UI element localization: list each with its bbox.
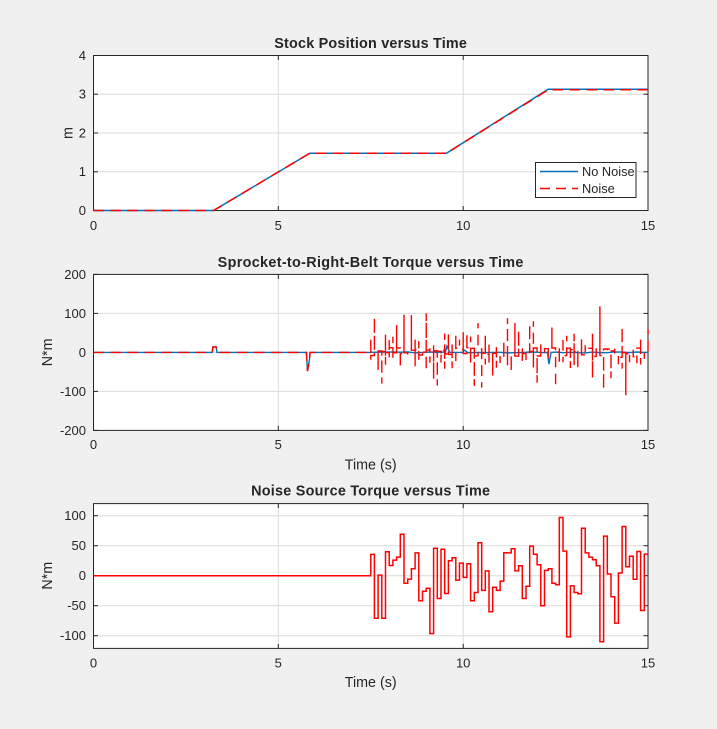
svg-text:50: 50 bbox=[72, 538, 86, 553]
svg-text:Noise: Noise bbox=[582, 181, 615, 196]
svg-text:5: 5 bbox=[275, 437, 282, 452]
svg-text:N*m: N*m bbox=[40, 338, 56, 366]
svg-text:-50: -50 bbox=[67, 598, 86, 613]
svg-text:0: 0 bbox=[90, 218, 97, 233]
svg-text:0: 0 bbox=[90, 656, 97, 671]
svg-text:2: 2 bbox=[79, 125, 86, 140]
svg-text:200: 200 bbox=[64, 267, 86, 282]
svg-text:0: 0 bbox=[79, 345, 86, 360]
svg-text:-100: -100 bbox=[60, 628, 86, 643]
svg-text:Sprocket-to-Right-Belt Torque: Sprocket-to-Right-Belt Torque versus Tim… bbox=[218, 255, 524, 271]
svg-text:m: m bbox=[60, 127, 76, 139]
svg-text:5: 5 bbox=[275, 656, 282, 671]
svg-text:10: 10 bbox=[456, 656, 470, 671]
svg-text:100: 100 bbox=[64, 508, 86, 523]
svg-text:3: 3 bbox=[79, 87, 86, 102]
svg-text:N*m: N*m bbox=[40, 562, 56, 590]
svg-text:4: 4 bbox=[79, 48, 86, 63]
svg-text:10: 10 bbox=[456, 437, 470, 452]
svg-text:15: 15 bbox=[641, 437, 655, 452]
svg-text:1: 1 bbox=[79, 164, 86, 179]
svg-text:Time (s): Time (s) bbox=[345, 675, 397, 691]
svg-text:5: 5 bbox=[275, 218, 282, 233]
svg-text:0: 0 bbox=[90, 437, 97, 452]
svg-text:Stock Position versus Time: Stock Position versus Time bbox=[274, 36, 467, 52]
svg-text:-200: -200 bbox=[60, 423, 86, 438]
svg-text:15: 15 bbox=[641, 656, 655, 671]
svg-text:0: 0 bbox=[79, 203, 86, 218]
svg-text:No Noise: No Noise bbox=[582, 164, 635, 179]
svg-text:10: 10 bbox=[456, 218, 470, 233]
svg-text:-100: -100 bbox=[60, 384, 86, 399]
svg-text:0: 0 bbox=[79, 568, 86, 583]
svg-text:100: 100 bbox=[64, 306, 86, 321]
svg-text:15: 15 bbox=[641, 218, 655, 233]
svg-text:Time (s): Time (s) bbox=[345, 458, 397, 474]
svg-text:Noise Source Torque versus Tim: Noise Source Torque versus Time bbox=[251, 484, 490, 500]
